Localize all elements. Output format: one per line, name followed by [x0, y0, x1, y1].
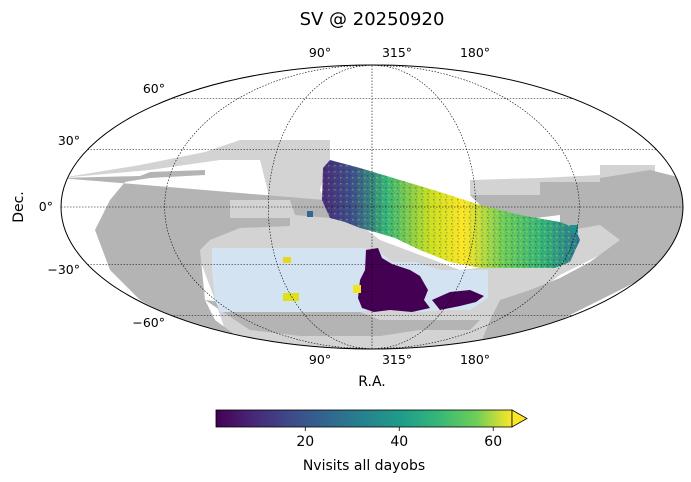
deep-field-4	[307, 211, 313, 217]
y-axis-label: Dec.	[11, 191, 27, 223]
colorbar-ticks: 20 40 60	[296, 427, 502, 450]
ra-tick-top-90: 90°	[309, 45, 331, 60]
colorbar-label: Nvisits all dayobs	[303, 458, 425, 474]
deep-field-5	[570, 225, 578, 233]
colorbar-tick-label: 20	[296, 434, 314, 450]
observed-south-region	[358, 248, 430, 312]
colorbar: 20 40 60 Nvisits all dayobs	[215, 409, 528, 474]
colorbar-tick-label: 40	[390, 434, 408, 450]
dec-tick-minus30: −30°	[47, 262, 80, 277]
chart-title: SV @ 20250920	[300, 9, 445, 30]
map-body	[61, 65, 683, 349]
colorbar-tick-label: 60	[484, 434, 502, 450]
dec-tick-0: 0°	[39, 199, 53, 214]
footprint-region-dark	[61, 170, 330, 342]
ra-gridline	[371, 65, 580, 349]
ra-tick-top-315: 315°	[382, 45, 412, 60]
colorbar-extend-arrow	[511, 409, 528, 428]
ra-tick-bottom-315: 315°	[382, 352, 412, 367]
footprint-region-dark-east	[470, 170, 683, 345]
ra-tick-top-180: 180°	[460, 45, 490, 60]
map-border	[60, 64, 684, 350]
deep-field-2	[283, 293, 299, 301]
colorbar-gradient	[215, 409, 513, 428]
ra-tick-bottom-90: 90°	[309, 352, 331, 367]
dec-tick-60: 60°	[143, 81, 165, 96]
deep-field-3	[353, 285, 361, 293]
ra-gridline	[164, 65, 373, 349]
dec-tick-minus60: −60°	[132, 315, 165, 330]
dec-tick-30: 30°	[58, 133, 80, 148]
observed-band-texture	[322, 160, 580, 268]
x-axis-label: R.A.	[358, 374, 385, 390]
graticule	[61, 65, 683, 349]
deep-field-1	[283, 257, 291, 263]
observed-south-patch	[432, 290, 484, 310]
ra-tick-bottom-180: 180°	[460, 352, 490, 367]
